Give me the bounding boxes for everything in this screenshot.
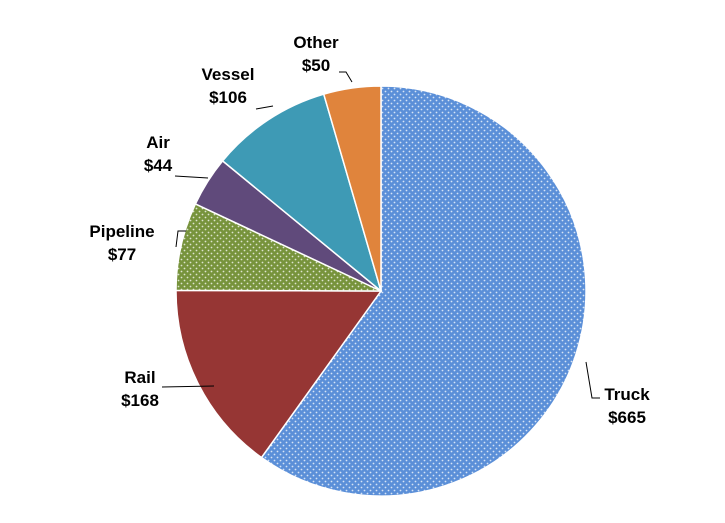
label-pipeline-value: $77 [108,245,136,264]
label-air-name: Air [146,133,170,152]
pie-slices [175,85,587,497]
slice-vessel-fill [221,93,383,294]
label-air-value: $44 [144,156,173,175]
leader-line-rail [161,385,215,388]
slice-truck-texture [261,86,586,496]
leader-line-air [174,175,209,179]
slice-rail-fill [175,289,383,459]
label-truck-name: Truck [604,385,650,404]
slice-pipeline [175,202,382,292]
label-pipeline-name: Pipeline [89,222,154,241]
slice-truck [260,85,587,497]
label-truck-value: $665 [608,408,646,427]
label-other-name: Other [293,33,339,52]
slice-other-fill [322,85,382,292]
leader-line-vessel [255,105,274,110]
leader-line-truck [585,361,600,399]
leader-line-pipeline [175,230,186,248]
label-rail-value: $168 [121,391,159,410]
label-rail-name: Rail [124,368,155,387]
slice-other [322,85,382,292]
data-labels: Truck $665 Rail $168 Pipeline $77 Air $44 Vessel… [89,33,650,427]
slice-vessel [221,93,383,294]
label-other-value: $50 [302,56,330,75]
label-vessel-name: Vessel [202,65,255,84]
leader-line-other [339,71,353,83]
label-vessel-value: $106 [209,88,247,107]
slice-pipeline-texture [176,203,381,291]
slice-rail [175,289,383,459]
leader-lines [161,71,600,399]
